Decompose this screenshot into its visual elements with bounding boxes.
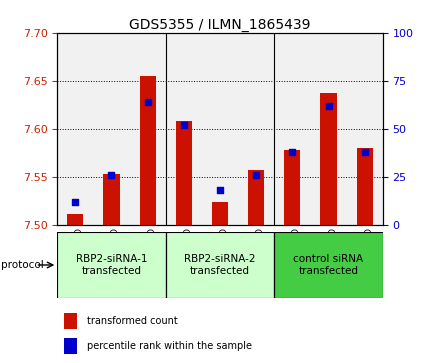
Point — [180, 122, 187, 128]
Bar — [64, 313, 77, 330]
Bar — [311, 33, 347, 225]
Text: control siRNA
transfected: control siRNA transfected — [293, 254, 363, 276]
Bar — [103, 174, 120, 225]
Text: RBP2-siRNA-2
transfected: RBP2-siRNA-2 transfected — [184, 254, 256, 276]
Bar — [176, 121, 192, 225]
Text: protocol: protocol — [1, 260, 44, 270]
Point — [216, 188, 224, 193]
Bar — [202, 33, 238, 225]
Point — [253, 172, 260, 178]
Bar — [320, 93, 337, 225]
Bar — [347, 33, 383, 225]
Bar — [57, 232, 166, 298]
Bar — [139, 76, 156, 225]
Point — [72, 199, 79, 205]
Bar — [129, 33, 166, 225]
Bar — [248, 170, 264, 225]
Point — [361, 149, 368, 155]
Title: GDS5355 / ILMN_1865439: GDS5355 / ILMN_1865439 — [129, 18, 311, 32]
Bar — [166, 33, 202, 225]
Bar — [64, 338, 77, 354]
Bar — [57, 33, 93, 225]
Bar — [212, 202, 228, 225]
Bar — [93, 33, 129, 225]
Point — [144, 99, 151, 105]
Bar — [274, 33, 311, 225]
Point — [108, 172, 115, 178]
Bar — [356, 148, 373, 225]
Bar — [284, 150, 301, 225]
Point — [325, 103, 332, 109]
Text: percentile rank within the sample: percentile rank within the sample — [87, 341, 252, 351]
Text: transformed count: transformed count — [87, 316, 177, 326]
Text: RBP2-siRNA-1
transfected: RBP2-siRNA-1 transfected — [76, 254, 147, 276]
Point — [289, 149, 296, 155]
Bar — [238, 33, 274, 225]
Bar — [274, 232, 383, 298]
Bar — [67, 213, 84, 225]
Bar — [166, 232, 274, 298]
